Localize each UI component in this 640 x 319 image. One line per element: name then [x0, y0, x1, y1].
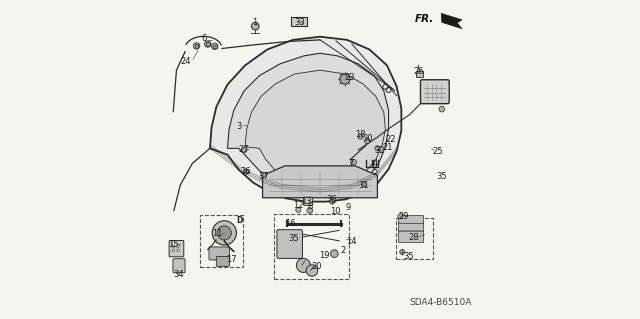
Text: 23: 23: [344, 73, 355, 82]
Bar: [200, 215, 243, 267]
Text: 37: 37: [258, 172, 269, 181]
Text: 36: 36: [241, 167, 252, 176]
Circle shape: [177, 245, 179, 248]
Text: 33: 33: [294, 19, 305, 27]
Text: 20: 20: [312, 262, 322, 271]
Bar: [206, 42, 210, 46]
Circle shape: [212, 43, 218, 49]
Text: 22: 22: [385, 135, 396, 144]
Text: 13: 13: [301, 197, 312, 206]
Bar: [274, 214, 349, 279]
FancyBboxPatch shape: [277, 230, 303, 258]
Circle shape: [205, 41, 211, 47]
Text: 36: 36: [327, 195, 337, 204]
FancyBboxPatch shape: [399, 216, 424, 223]
Circle shape: [241, 147, 247, 153]
FancyBboxPatch shape: [420, 80, 449, 104]
Circle shape: [172, 249, 175, 252]
Circle shape: [212, 221, 236, 245]
Circle shape: [296, 258, 310, 272]
Text: 31: 31: [358, 181, 369, 190]
FancyBboxPatch shape: [173, 259, 185, 273]
Bar: [291, 17, 307, 26]
Text: 35: 35: [436, 172, 447, 181]
Text: D: D: [236, 216, 243, 225]
Text: 30: 30: [362, 134, 372, 143]
Bar: [213, 45, 217, 48]
Text: SDA4-B6510A: SDA4-B6510A: [409, 298, 472, 307]
Circle shape: [193, 43, 200, 49]
Polygon shape: [262, 166, 378, 198]
Text: 24: 24: [180, 57, 191, 66]
FancyBboxPatch shape: [209, 247, 229, 260]
Text: 35: 35: [403, 252, 414, 261]
Bar: [195, 44, 198, 48]
Text: FR.: FR.: [415, 14, 434, 24]
Text: 7: 7: [349, 159, 354, 168]
Circle shape: [400, 249, 405, 255]
Text: 8: 8: [307, 202, 312, 211]
Polygon shape: [210, 37, 401, 202]
Text: 32: 32: [374, 146, 385, 155]
FancyBboxPatch shape: [399, 231, 424, 242]
Circle shape: [307, 265, 318, 276]
Circle shape: [351, 159, 356, 165]
Circle shape: [296, 207, 301, 212]
Text: 27: 27: [239, 145, 250, 154]
Circle shape: [252, 22, 259, 30]
Text: 25: 25: [433, 147, 444, 156]
Polygon shape: [441, 13, 462, 29]
Text: 2: 2: [340, 246, 346, 255]
Text: 28: 28: [409, 233, 419, 242]
Circle shape: [260, 172, 266, 177]
Text: 35: 35: [289, 234, 299, 243]
Text: 1: 1: [252, 18, 257, 27]
Text: 14: 14: [346, 237, 356, 246]
Circle shape: [375, 146, 380, 151]
Circle shape: [330, 199, 335, 204]
Text: 6: 6: [201, 34, 206, 43]
Polygon shape: [245, 70, 385, 184]
Text: 11: 11: [212, 229, 223, 238]
FancyBboxPatch shape: [399, 222, 424, 231]
FancyBboxPatch shape: [169, 241, 184, 257]
Text: 26: 26: [413, 67, 424, 76]
Text: 9: 9: [346, 204, 351, 212]
Text: 17: 17: [226, 256, 237, 264]
Circle shape: [362, 182, 367, 187]
Polygon shape: [227, 53, 388, 192]
Bar: [416, 71, 422, 77]
Circle shape: [307, 208, 313, 213]
Text: 16: 16: [285, 219, 296, 228]
Circle shape: [398, 214, 403, 219]
Circle shape: [218, 226, 231, 240]
Circle shape: [243, 169, 248, 174]
Text: 10: 10: [330, 207, 340, 216]
Text: 19: 19: [319, 251, 330, 260]
Text: 5: 5: [372, 167, 378, 176]
Circle shape: [365, 138, 370, 144]
Circle shape: [439, 106, 445, 112]
Text: 29: 29: [398, 212, 409, 221]
Text: 12: 12: [293, 201, 303, 210]
Circle shape: [177, 249, 179, 252]
Text: 4: 4: [372, 159, 378, 168]
Circle shape: [340, 74, 350, 84]
Bar: [396, 218, 433, 259]
Circle shape: [172, 245, 175, 248]
Text: 3: 3: [236, 122, 241, 130]
Circle shape: [330, 250, 338, 257]
Text: 21: 21: [382, 143, 393, 152]
Text: 15: 15: [168, 241, 179, 249]
FancyBboxPatch shape: [216, 256, 229, 266]
FancyBboxPatch shape: [303, 197, 313, 205]
Text: 34: 34: [173, 271, 184, 279]
Text: 18: 18: [355, 130, 366, 139]
Circle shape: [358, 134, 363, 139]
